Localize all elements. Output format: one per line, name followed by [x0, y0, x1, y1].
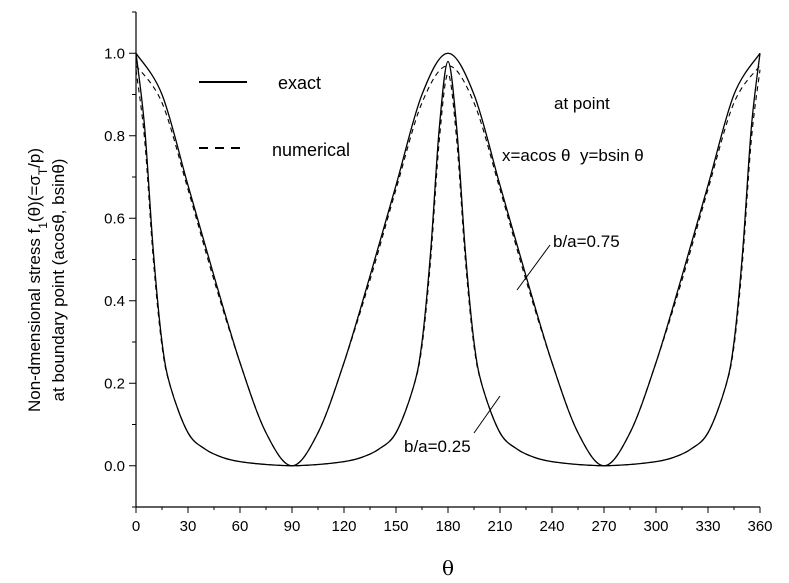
x-tick-label: 300 [643, 518, 668, 535]
legend: exact numerical [199, 73, 350, 160]
y-tick-label: 0.4 [104, 293, 125, 310]
annotation-leader-075 [516, 244, 551, 291]
x-tick-label: 150 [383, 518, 408, 535]
y-tick-label: 0.0 [104, 458, 125, 475]
y-tick-label: 0.2 [104, 375, 125, 392]
legend-label-numerical: numerical [272, 140, 350, 160]
series-layer [135, 52, 761, 467]
annotation-leader-025 [473, 395, 501, 434]
series-exact-025 [135, 53, 761, 467]
x-tick-label: 0 [132, 518, 140, 535]
y-tick-label: 0.8 [104, 128, 125, 145]
x-tick-label: 270 [591, 518, 616, 535]
y-tick-label: 0.6 [104, 210, 125, 227]
axes [135, 12, 760, 508]
x-tick-label: 90 [284, 518, 301, 535]
annotation-label-025: b/a=0.25 [404, 437, 471, 456]
y-axis-title-line1: Non-dmensional stress f1(θ)(=σT/p) [25, 148, 50, 412]
y-tick-label: 1.0 [104, 45, 125, 62]
x-tick-label: 60 [232, 518, 249, 535]
x-tick-label: 330 [695, 518, 720, 535]
series-numerical-025 [135, 69, 761, 467]
y-axis-title: Non-dmensional stress f1(θ)(=σT/p) at bo… [25, 148, 68, 412]
x-tick-label: 30 [180, 518, 197, 535]
annotation-point-title: at point [554, 94, 610, 113]
x-tick-label: 180 [435, 518, 460, 535]
series-exact-075 [135, 52, 761, 467]
series-numerical-075 [135, 65, 761, 467]
annotation-point-formula: x=acos θ y=bsin θ [502, 146, 644, 165]
legend-label-exact: exact [278, 73, 321, 93]
x-tick-label: 120 [331, 518, 356, 535]
x-tick-label: 240 [539, 518, 564, 535]
ticks: 0 30 60 90 120 150 180 210 240 270 300 330 360 0.0 0.2… [104, 11, 773, 535]
y-axis-title-line2: at boundary point (acosθ, bsinθ) [49, 159, 68, 402]
x-tick-label: 210 [487, 518, 512, 535]
annotation-label-075: b/a=0.75 [553, 232, 620, 251]
x-axis-title: θ [442, 556, 454, 580]
x-tick-label: 360 [747, 518, 772, 535]
